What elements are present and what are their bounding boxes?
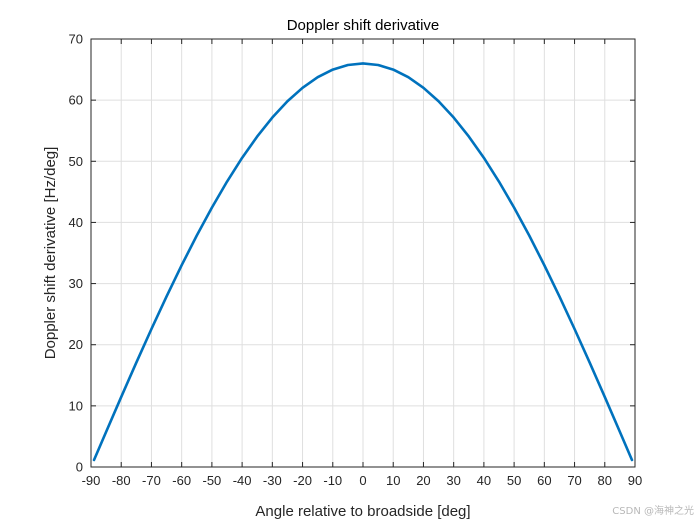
y-tick-label: 20 [69,337,83,352]
data-point [105,430,108,433]
data-point [452,116,455,119]
y-tick-labels: 0 10 20 30 40 50 60 70 [69,32,83,475]
data-point [467,135,470,138]
x-tick-label: -30 [263,473,282,488]
data-point [331,68,334,71]
data-point [543,264,546,267]
series-layer [92,62,634,462]
data-point [271,116,274,119]
x-tick-label: 10 [386,473,400,488]
x-tick-labels: -90 -80 -70 -60 -50 -40 -30 -20 -10 0 10 20 30 40 50 60… [82,473,643,488]
data-point [631,459,633,461]
x-tick-label: -90 [82,473,101,488]
data-point [150,328,153,330]
x-tick-label: 90 [628,473,642,488]
data-point [210,206,213,209]
x-tick-label: -70 [142,473,161,488]
data-point [528,234,531,237]
x-tick-label: 70 [567,473,581,488]
data-point [93,459,95,461]
data-point [573,328,576,330]
data-point [362,62,364,65]
x-tick-label: 40 [477,473,491,488]
y-tick-label: 30 [69,276,83,291]
data-point [301,86,304,89]
data-point [603,396,606,398]
data-point [498,180,500,183]
data-point [437,100,440,103]
x-tick-label: 20 [416,473,430,488]
watermark-text: CSDN @海神之光 [612,504,694,517]
data-point [195,234,198,237]
x-tick-label: 30 [446,473,460,488]
data-point [286,100,289,103]
data-point [558,295,561,298]
y-tick-label: 70 [69,32,83,47]
y-axis-title: Doppler shift derivative [Hz/deg] [42,147,59,360]
data-point [377,64,380,66]
x-tick-label: 60 [537,473,551,488]
data-point [588,361,591,364]
x-tick-label: 80 [598,473,612,488]
data-point [513,206,516,209]
y-tick-label: 60 [69,93,83,108]
y-tick-label: 10 [69,398,83,413]
x-tick-label: -40 [233,473,252,488]
y-tick-label: 40 [69,215,83,230]
x-axis-title: Angle relative to broadside [deg] [255,503,470,520]
x-tick-label: 0 [359,473,366,488]
data-point [422,86,425,89]
data-point [482,156,485,159]
data-point [226,180,228,183]
tick-marks [90,38,636,468]
x-tick-label: -60 [172,473,191,488]
data-point [180,264,183,267]
x-tick-label: -10 [323,473,342,488]
y-tick-label: 50 [69,154,83,169]
data-point [256,135,259,138]
data-point [618,430,621,433]
x-tick-label: -20 [293,473,312,488]
data-point [135,361,138,364]
x-tick-label: 50 [507,473,521,488]
x-tick-label: -50 [202,473,221,488]
data-point [165,295,168,298]
chart-title: Doppler shift derivative [287,17,440,34]
y-tick-label: 0 [76,460,83,475]
data-point [316,76,319,79]
data-point [392,68,395,71]
data-point [407,76,410,79]
data-point [120,396,123,398]
data-point [241,156,244,159]
x-tick-label: -80 [112,473,131,488]
data-point [346,64,349,66]
